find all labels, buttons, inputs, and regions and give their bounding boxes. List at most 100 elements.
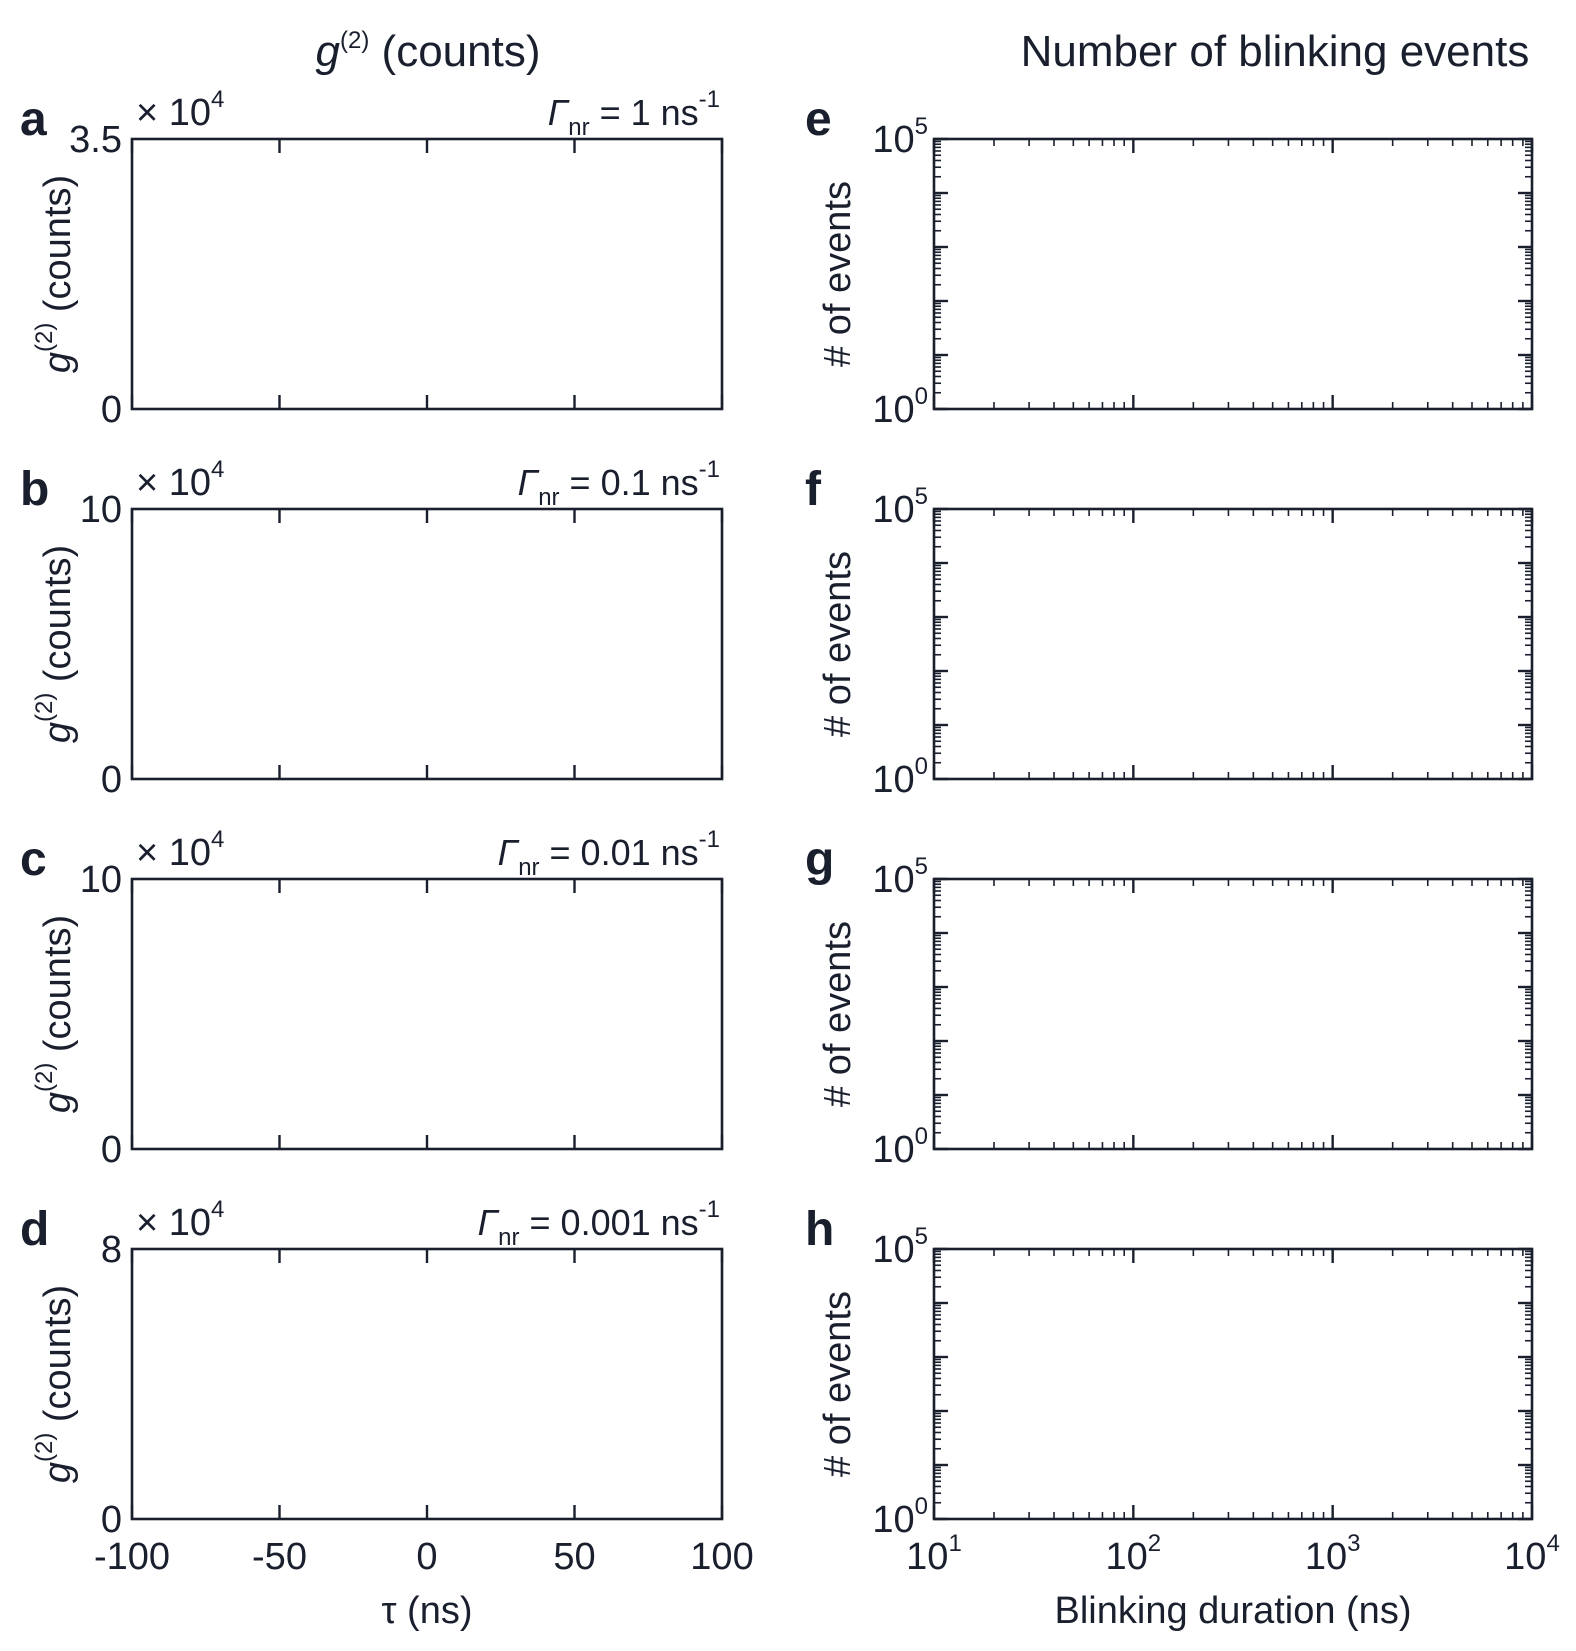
x-tick-label-exp-h: 2 — [1148, 1530, 1161, 1557]
x-tick-label-base-h: 10 — [906, 1536, 948, 1578]
y-tick-label-min-base-h: 10 — [872, 1499, 914, 1541]
axis-multiplier-base-c: × 10 — [136, 832, 211, 874]
x-tick-label-exp-h: 4 — [1546, 1530, 1559, 1557]
y-tick-label-max-base-e: 10 — [872, 119, 914, 161]
rate-annotation-symbol-b: Γ — [518, 462, 540, 503]
y-axis-label-rest-c: (counts) — [37, 915, 79, 1063]
y-tick-label-min-a: 0 — [101, 389, 122, 431]
y-tick-label-max-a: 3.5 — [69, 119, 122, 161]
y-tick-label-min-e: 100 — [872, 383, 928, 431]
rate-annotation-c: Γnr = 0.01 ns-1 — [498, 826, 720, 881]
y-tick-label-max-c: 10 — [80, 859, 122, 901]
y-tick-label-max-d: 8 — [101, 1229, 122, 1271]
y-tick-label-max-exp-g: 5 — [915, 853, 928, 880]
y-axis-label-superscript-d: (2) — [31, 1433, 58, 1462]
y-tick-label-min-h: 100 — [872, 1493, 928, 1541]
y-axis-label-h: # of events — [817, 1291, 859, 1477]
x-axis-label-h: Blinking duration (ns) — [1055, 1590, 1412, 1632]
rate-annotation-exp-b: -1 — [699, 456, 720, 483]
rate-annotation-a: Γnr = 1 ns-1 — [548, 86, 720, 141]
y-axis-label-b: g(2) (counts) — [31, 545, 79, 743]
y-tick-label-max-exp-h: 5 — [915, 1223, 928, 1250]
left-column-title: g(2) (counts) — [316, 27, 541, 76]
y-tick-label-min-exp-f: 0 — [915, 753, 928, 780]
axis-multiplier-d: × 104 — [136, 1196, 224, 1244]
y-tick-label-min-base-f: 10 — [872, 759, 914, 801]
rate-annotation-exp-d: -1 — [699, 1196, 720, 1223]
y-tick-label-max-exp-e: 5 — [915, 113, 928, 140]
rate-annotation-b: Γnr = 0.1 ns-1 — [518, 456, 720, 511]
panel-letter-h: h — [805, 1203, 834, 1256]
y-tick-label-min-exp-e: 0 — [915, 383, 928, 410]
y-axis-label-rest-d: (counts) — [37, 1285, 79, 1433]
axes-frame-b — [130, 507, 724, 781]
y-axis-label-a: g(2) (counts) — [31, 175, 79, 373]
axis-multiplier-a: × 104 — [136, 86, 224, 134]
x-tick-label-h: 104 — [1504, 1530, 1560, 1578]
y-tick-label-min-g: 100 — [872, 1123, 928, 1171]
y-axis-label-symbol-c: g — [37, 1092, 79, 1113]
y-axis-label-g: # of events — [817, 921, 859, 1107]
y-axis-label-superscript-b: (2) — [31, 693, 58, 722]
panel-letter-f: f — [805, 463, 822, 516]
axis-multiplier-base-d: × 10 — [136, 1202, 211, 1244]
y-tick-label-min-f: 100 — [872, 753, 928, 801]
x-tick-label-h: 103 — [1305, 1530, 1361, 1578]
y-tick-label-min-base-g: 10 — [872, 1129, 914, 1171]
x-tick-label-exp-h: 1 — [948, 1530, 961, 1557]
rate-annotation-subscript-c: nr — [518, 854, 539, 881]
x-axis-label-d: τ (ns) — [381, 1590, 472, 1632]
axis-multiplier-exp-b: 4 — [211, 456, 224, 483]
panel-letter-c: c — [20, 833, 47, 886]
y-axis-label-e: # of events — [817, 181, 859, 367]
y-axis-label-superscript-c: (2) — [31, 1063, 58, 1092]
y-tick-label-max-base-f: 10 — [872, 489, 914, 531]
x-tick-label-h: 102 — [1106, 1530, 1162, 1578]
left-column-title-superscript: (2) — [340, 27, 369, 54]
panel-a: a 0 3.5 × 104 Γnr = 1 ns-1 g(2) (counts) — [20, 86, 724, 431]
x-tick-label-d: 50 — [553, 1536, 595, 1578]
y-tick-label-max-f: 105 — [872, 483, 928, 531]
y-tick-label-min-exp-h: 0 — [915, 1493, 928, 1520]
x-tick-label-base-h: 10 — [1504, 1536, 1546, 1578]
y-axis-label-f: # of events — [817, 551, 859, 737]
rate-annotation-subscript-d: nr — [498, 1224, 519, 1251]
panel-b: b 0 10 × 104 Γnr = 0.1 ns-1 g(2) (counts) — [20, 456, 724, 801]
y-axis-label-symbol-b: g — [37, 722, 79, 743]
y-tick-label-min-d: 0 — [101, 1499, 122, 1541]
axes-frame-e — [932, 137, 1534, 411]
panel-letter-g: g — [805, 833, 834, 886]
axis-multiplier-b: × 104 — [136, 456, 224, 504]
panel-d: d -100 -50 0 50 100 0 8 × 104 Γnr = 0.001 ns-1 g(2… — [20, 1196, 754, 1632]
x-tick-label-d: -50 — [252, 1536, 307, 1578]
panel-letter-e: e — [805, 93, 832, 146]
y-tick-label-max-base-g: 10 — [872, 859, 914, 901]
axis-multiplier-exp-d: 4 — [211, 1196, 224, 1223]
y-axis-label-rest-a: (counts) — [37, 175, 79, 323]
left-column-title-rest: (counts) — [369, 27, 540, 76]
y-tick-label-min-base-e: 10 — [872, 389, 914, 431]
panel-c: c 0 10 × 104 Γnr = 0.01 ns-1 g(2) (counts) — [20, 826, 724, 1171]
y-tick-label-max-h: 105 — [872, 1223, 928, 1271]
rate-annotation-exp-c: -1 — [699, 826, 720, 853]
x-tick-label-d: 0 — [416, 1536, 437, 1578]
axis-multiplier-c: × 104 — [136, 826, 224, 874]
right-column-title: Number of blinking events — [1021, 27, 1530, 76]
axes-frame-g — [932, 877, 1534, 1151]
y-axis-label-superscript-a: (2) — [31, 323, 58, 352]
x-tick-label-base-h: 10 — [1106, 1536, 1148, 1578]
y-axis-label-rest-b: (counts) — [37, 545, 79, 693]
panel-letter-b: b — [20, 463, 49, 516]
x-tick-label-d: -100 — [94, 1536, 170, 1578]
y-tick-label-max-e: 105 — [872, 113, 928, 161]
y-tick-label-min-exp-g: 0 — [915, 1123, 928, 1150]
left-column-title-symbol: g — [316, 27, 341, 76]
axis-multiplier-base-b: × 10 — [136, 462, 211, 504]
rate-annotation-value-c: = 0.01 ns — [540, 832, 699, 873]
panel-letter-d: d — [20, 1203, 49, 1256]
